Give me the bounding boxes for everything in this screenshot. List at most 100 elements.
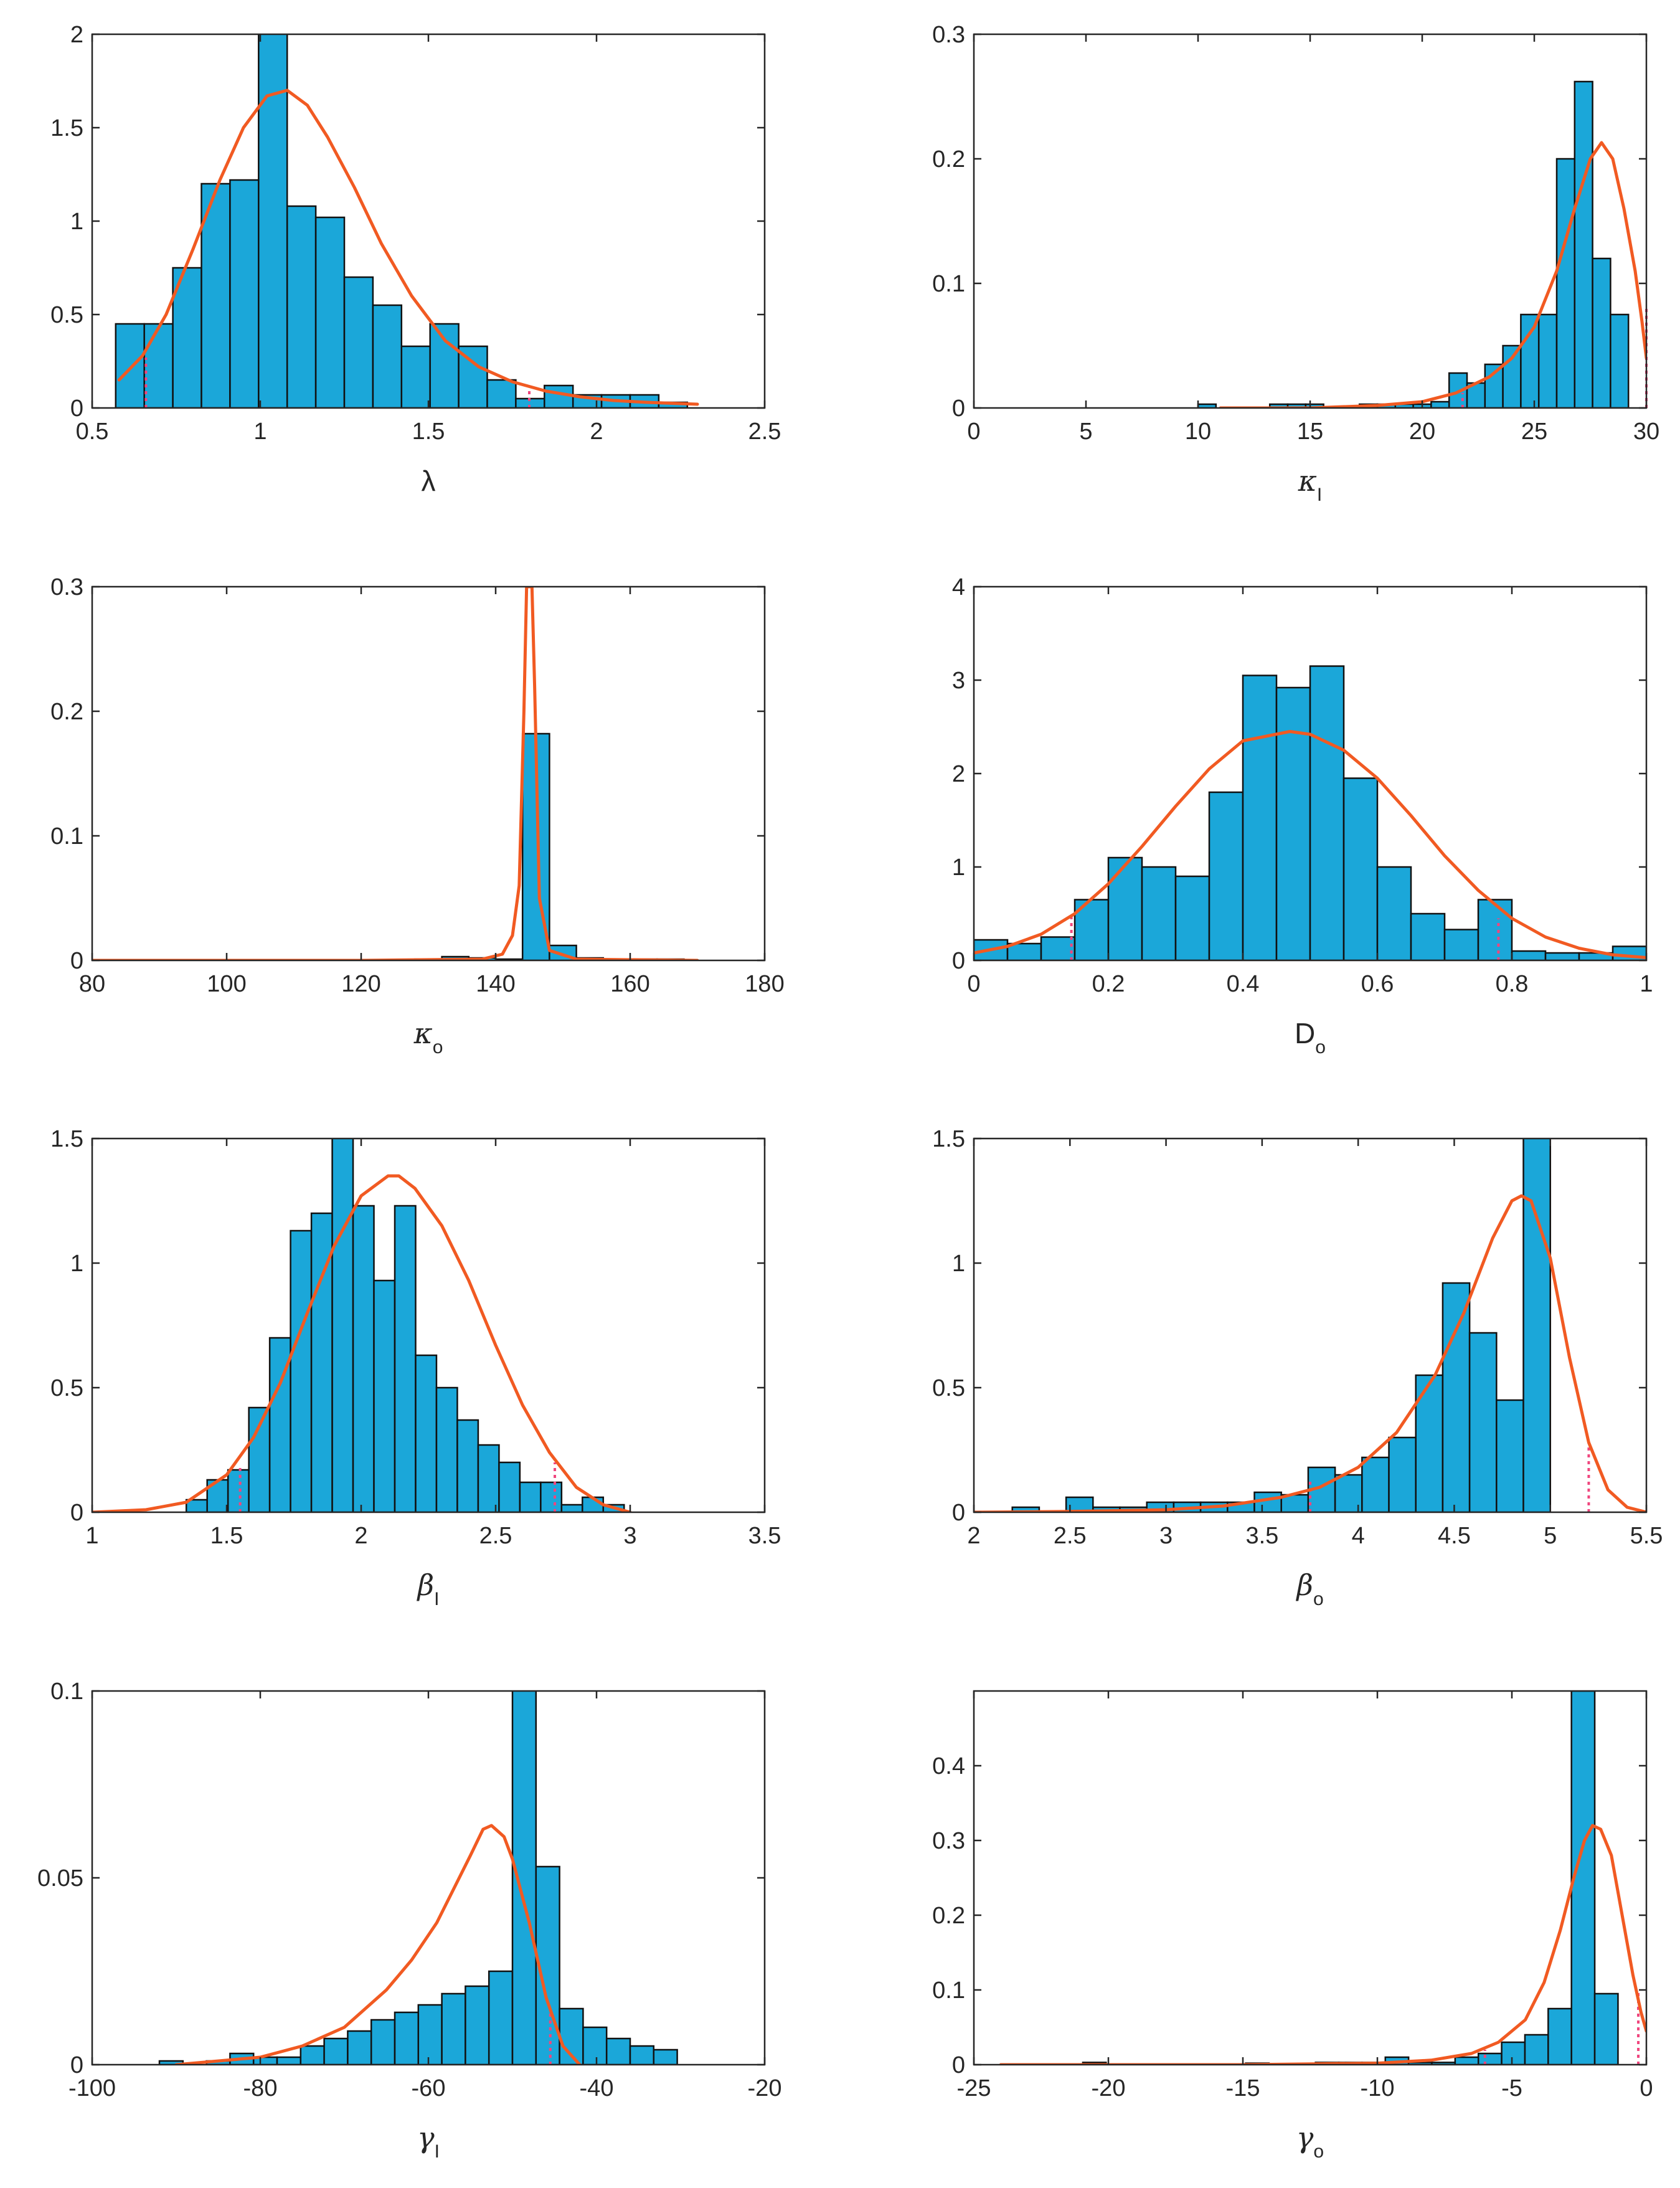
x-tick-label: 15 — [1297, 419, 1323, 445]
x-tick-label: 2.5 — [748, 419, 781, 445]
x-tick-label: 25 — [1521, 419, 1547, 445]
bars — [185, 1139, 625, 1512]
y-tick-label: 0 — [70, 395, 83, 422]
density-curve — [92, 1174, 632, 1512]
axes-box — [973, 1137, 1648, 1513]
histogram-bar — [1454, 2056, 1479, 2065]
x-axis-label: λ — [422, 465, 436, 497]
histogram-bar — [1430, 400, 1450, 408]
histogram-bar — [314, 216, 346, 408]
x-tick-label: 0 — [1640, 2075, 1653, 2101]
histogram-bar — [1524, 2034, 1549, 2065]
histogram-bar — [1275, 686, 1311, 960]
histogram-bar — [582, 2026, 608, 2065]
x-tick-label: 3 — [1159, 1523, 1173, 1549]
histogram-bar — [373, 1279, 396, 1512]
histogram-bar — [1501, 2041, 1526, 2065]
density-curve — [1219, 141, 1646, 408]
histogram-bar — [1011, 1506, 1041, 1512]
axes-box — [973, 1690, 1648, 2066]
y-tick-label: 0.05 — [37, 1865, 83, 1892]
x-tick-label: 0.6 — [1361, 971, 1394, 997]
x-tick-label: -100 — [68, 2075, 116, 2101]
histogram-bar — [486, 379, 517, 408]
y-tick-label: 0.5 — [50, 302, 83, 328]
chart-panel-beta_o: 2 2.5 3 3.5 4 4.5 5 5.5 0 0.5 1 1.5 βo — [932, 1126, 1663, 1609]
histogram-bar — [276, 2056, 302, 2065]
y-tick-label: 0.2 — [932, 1903, 965, 1929]
x-tick-label: 1 — [85, 1523, 98, 1549]
histogram-bar — [540, 1481, 563, 1512]
chart-panel-D_o: 0 0.2 0.4 0.6 0.8 1 0 1 2 3 4 Do — [952, 574, 1653, 1058]
x-tick-label: -10 — [1361, 2075, 1395, 2101]
histogram-bar — [1502, 344, 1522, 408]
x-tick-label: 0.2 — [1092, 971, 1125, 997]
x-tick-label: 180 — [745, 971, 784, 997]
y-tick-label: 1.5 — [50, 1126, 83, 1152]
x-tick-label: 5 — [1544, 1523, 1557, 1549]
x-tick-label: 1.5 — [412, 419, 445, 445]
histogram-bar — [458, 345, 488, 408]
x-tick-label: 1 — [253, 419, 267, 445]
y-tick-label: 0 — [952, 1500, 965, 1526]
histogram-bar — [629, 2045, 655, 2065]
histogram-bar — [1555, 158, 1576, 408]
density-curve — [92, 587, 699, 960]
histogram-bar — [429, 323, 460, 408]
histogram-bar — [394, 1205, 417, 1512]
y-tick-label: 0 — [952, 395, 965, 422]
axes-box — [91, 1137, 766, 1513]
y-tick-label: 0 — [70, 1500, 83, 1526]
x-tick-label: -80 — [243, 2075, 278, 2101]
bars — [1011, 1139, 1551, 1512]
y-tick-label: 1.5 — [50, 115, 83, 141]
x-tick-label: 3 — [623, 1523, 636, 1549]
x-tick-label: -60 — [412, 2075, 446, 2101]
y-tick-label: 0.1 — [932, 1977, 965, 2004]
y-tick-label: 1.5 — [932, 1126, 965, 1152]
bars — [115, 34, 689, 408]
y-tick-label: 0.2 — [932, 146, 965, 173]
histogram-bar — [1376, 866, 1412, 960]
histogram-bar — [258, 34, 288, 408]
histogram-bar — [1537, 313, 1558, 408]
y-tick-label: 0.1 — [932, 271, 965, 297]
y-tick-label: 0.5 — [932, 1375, 965, 1401]
histogram-bar — [372, 304, 403, 408]
x-tick-label: 0 — [967, 419, 980, 445]
x-tick-label: 1.5 — [210, 1523, 243, 1549]
histogram-bar — [1443, 929, 1479, 960]
histogram-bar — [227, 1469, 250, 1512]
histogram-bar — [1544, 952, 1580, 960]
x-tick-label: 10 — [1185, 419, 1211, 445]
x-tick-label: 5 — [1079, 419, 1092, 445]
x-axis-label: γo — [1296, 2121, 1324, 2162]
chart-panel-gamma_i: -100 -80 -60 -40 -20 0 0.05 0.1 γI — [37, 1679, 781, 2162]
histogram-bar — [441, 1992, 466, 2065]
x-tick-label: -25 — [957, 2075, 991, 2101]
chart-panel-gamma_o: -25 -20 -15 -10 -5 0 0 0.1 0.2 0.3 0.4 γo — [932, 1690, 1653, 2162]
histogram-bar — [1610, 313, 1630, 408]
x-tick-label: 2 — [590, 419, 603, 445]
histogram-bar — [143, 323, 174, 408]
histogram-bar — [201, 182, 231, 408]
histogram-bar — [415, 1354, 438, 1512]
histogram-bar — [1309, 665, 1345, 960]
histogram-bar — [290, 1229, 313, 1512]
histogram-bar — [519, 1481, 542, 1512]
histogram-bar — [347, 2030, 372, 2065]
bars — [1082, 1691, 1619, 2065]
y-tick-label: 0.1 — [50, 1679, 83, 1705]
histogram-bar — [417, 2004, 443, 2065]
histogram-bar — [435, 1386, 458, 1512]
histogram-bar — [1242, 675, 1278, 960]
x-tick-label: 1 — [1640, 971, 1653, 997]
x-tick-label: 100 — [207, 971, 246, 997]
x-tick-label: 30 — [1633, 419, 1659, 445]
density-curve — [974, 1194, 1646, 1512]
y-tick-label: 0.5 — [50, 1375, 83, 1401]
y-tick-label: 0.4 — [932, 1753, 965, 1779]
y-tick-label: 2 — [952, 761, 965, 787]
histogram-bar — [1522, 1139, 1551, 1512]
histogram-bar — [653, 2048, 678, 2065]
